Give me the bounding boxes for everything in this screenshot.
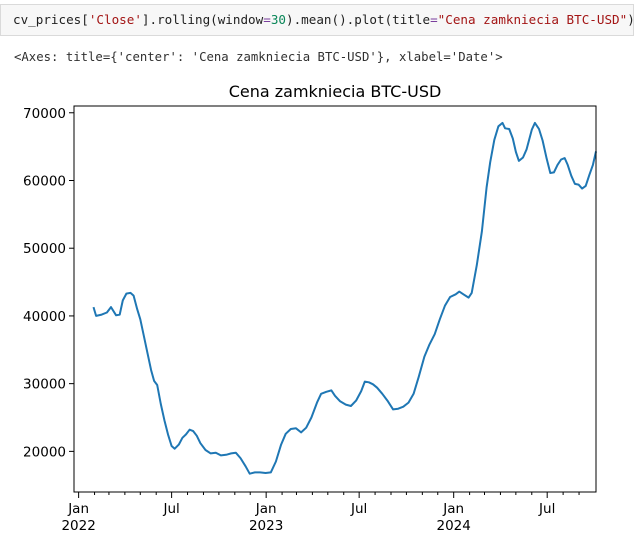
x-tick-label: Jan 2022 xyxy=(61,501,95,534)
series-line xyxy=(92,121,597,475)
x-tick-label: Jul xyxy=(538,501,555,517)
cell-output-repr: <Axes: title={'center': 'Cena zamkniecia… xyxy=(14,50,503,64)
y-axis: 20000 30000 40000 50000 60000 70000 xyxy=(23,106,74,460)
x-tick-label: Jan 2024 xyxy=(437,501,471,534)
code-token: ).mean().plot(title xyxy=(286,12,431,27)
code-token-number: 30 xyxy=(270,12,286,27)
chart-title: Cena zamkniecia BTC-USD xyxy=(229,82,442,101)
y-tick-label: 60000 xyxy=(23,173,66,189)
y-tick-label: 30000 xyxy=(23,377,66,393)
code-token: ].rolling(window xyxy=(141,12,264,27)
y-tick-label: 40000 xyxy=(23,309,66,325)
x-axis: Jan 2022 Jul Jan 2023 Jul Jan 2024 Jul xyxy=(61,492,580,534)
code-token: cv_prices[ xyxy=(13,12,89,27)
x-tick-label: Jul xyxy=(350,501,367,517)
code-token-string: 'Close' xyxy=(88,12,142,27)
code-token-string: "Cena zamkniecia BTC-USD" xyxy=(437,12,628,27)
x-tick-label: Jan 2023 xyxy=(249,501,283,534)
y-tick-label: 70000 xyxy=(23,106,66,122)
y-tick-label: 20000 xyxy=(23,444,66,460)
plot-frame xyxy=(73,105,597,493)
code-cell[interactable]: cv_prices['Close'].rolling(window=30).me… xyxy=(0,4,634,36)
code-token-operator: = xyxy=(263,12,271,27)
x-tick-label: Jul xyxy=(162,501,179,517)
y-tick-label: 50000 xyxy=(23,241,66,257)
line-chart: Cena zamkniecia BTC-USD 20000 30000 40000 5… xyxy=(23,82,597,534)
code-token-operator: = xyxy=(430,12,438,27)
code-token: ) xyxy=(627,12,633,27)
